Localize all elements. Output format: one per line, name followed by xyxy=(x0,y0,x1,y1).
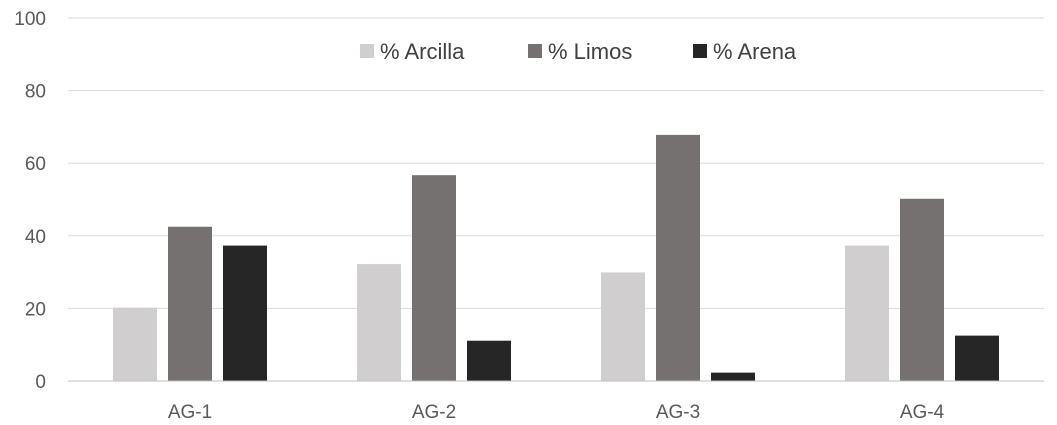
bar-AG-3-series-2 xyxy=(711,372,755,381)
legend-label-2: % Arena xyxy=(713,39,797,64)
y-tick-label-80: 80 xyxy=(25,82,46,103)
bar-AG-2-series-0 xyxy=(357,264,401,381)
x-tick-label-AG-1: AG-1 xyxy=(168,402,212,423)
bar-AG-2-series-1 xyxy=(412,175,456,381)
legend-swatch-2 xyxy=(693,44,707,58)
y-tick-label-60: 60 xyxy=(25,154,46,175)
x-axis-tick-labels: AG-1 AG-2 AG-3 AG-4 xyxy=(168,402,945,423)
y-tick-label-40: 40 xyxy=(25,227,46,248)
legend-label-0: % Arcilla xyxy=(380,39,465,64)
y-tick-label-0: 0 xyxy=(35,372,46,393)
bar-AG-4-series-2 xyxy=(955,335,999,381)
bar-AG-4-series-0 xyxy=(845,245,889,381)
x-tick-label-AG-4: AG-4 xyxy=(900,402,945,423)
y-tick-label-100: 100 xyxy=(14,9,46,30)
legend-swatch-0 xyxy=(360,44,374,58)
bar-AG-1-series-0 xyxy=(113,307,157,381)
bar-AG-3-series-1 xyxy=(656,134,700,381)
bar-AG-1-series-1 xyxy=(168,226,212,381)
bar-AG-1-series-2 xyxy=(223,245,267,381)
bars xyxy=(113,134,999,381)
x-tick-label-AG-3: AG-3 xyxy=(656,402,700,423)
x-tick-label-AG-2: AG-2 xyxy=(412,402,456,423)
bar-AG-4-series-1 xyxy=(900,198,944,381)
legend-label-1: % Limos xyxy=(548,39,632,64)
bar-AG-3-series-0 xyxy=(601,272,645,381)
y-tick-label-20: 20 xyxy=(25,299,46,320)
bar-AG-2-series-2 xyxy=(467,340,511,381)
legend: % Arcilla % Limos % Arena xyxy=(360,39,797,64)
y-axis-tick-labels: 0 20 40 60 80 100 xyxy=(14,9,46,393)
legend-swatch-1 xyxy=(528,44,542,58)
